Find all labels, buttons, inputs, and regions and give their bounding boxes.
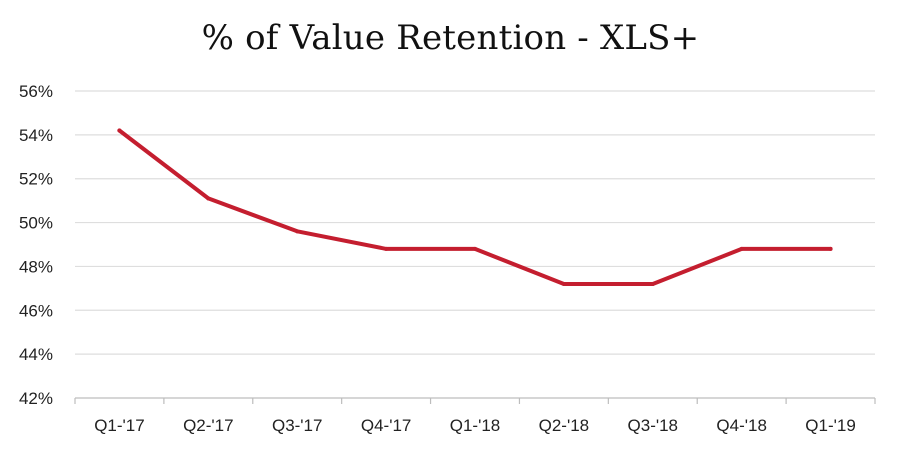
y-tick-label: 48% (19, 257, 53, 276)
x-tick-label: Q2-'18 (539, 416, 590, 435)
data-point (828, 246, 833, 251)
x-tick-label: Q3-'18 (628, 416, 679, 435)
data-point (650, 281, 655, 286)
y-tick-label: 42% (19, 389, 53, 408)
x-tick-label: Q2-'17 (183, 416, 234, 435)
x-tick-label: Q1-'19 (805, 416, 856, 435)
data-point (206, 196, 211, 201)
x-tick-label: Q3-'17 (272, 416, 323, 435)
x-tick-label: Q4-'18 (716, 416, 767, 435)
data-point (473, 246, 477, 251)
y-tick-label: 44% (19, 345, 53, 364)
data-point (561, 281, 566, 286)
chart-title: % of Value Retention - XLS+ (201, 18, 700, 58)
y-tick-label: 52% (19, 170, 53, 189)
x-tick-label: Q1-'17 (94, 416, 145, 435)
x-tick-label: Q4-'17 (361, 416, 412, 435)
y-tick-label: 56% (19, 82, 53, 101)
series-line (117, 128, 833, 286)
x-tick-label: Q1-'18 (450, 416, 501, 435)
data-point (295, 229, 300, 234)
data-point (117, 128, 122, 133)
y-tick-label: 54% (19, 126, 53, 145)
y-tick-label: 46% (19, 301, 53, 320)
y-tick-label: 50% (19, 214, 53, 233)
data-point (384, 246, 389, 251)
data-point (739, 246, 744, 251)
